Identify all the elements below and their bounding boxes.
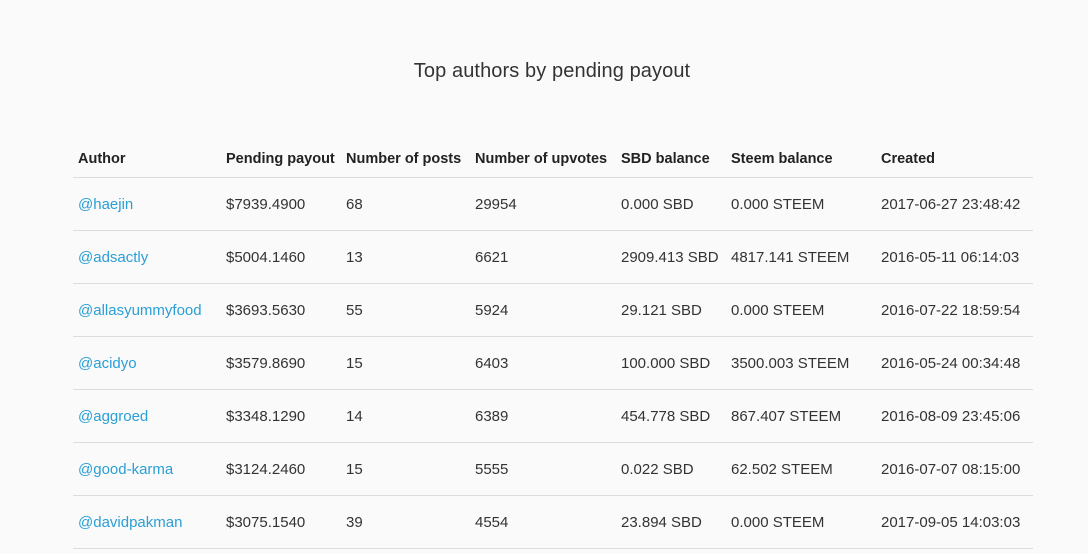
number-of-upvotes-cell: 5555: [470, 442, 616, 496]
table-row: @haejin $7939.4900 68 29954 0.000 SBD 0.…: [73, 177, 1033, 231]
steem-balance-cell: 62.502 STEEM: [726, 442, 876, 496]
number-of-posts-cell: 68: [341, 177, 470, 231]
column-header-created: Created: [876, 140, 1033, 178]
table-row: @allasyummyfood $3693.5630 55 5924 29.12…: [73, 283, 1033, 337]
number-of-upvotes-cell: 6403: [470, 336, 616, 390]
sbd-balance-cell: 0.022 SBD: [616, 442, 726, 496]
sbd-balance-cell: 454.778 SBD: [616, 389, 726, 443]
created-cell: 2016-07-22 18:59:54: [876, 283, 1033, 337]
number-of-posts-cell: 14: [341, 389, 470, 443]
number-of-upvotes-cell: 6621: [470, 230, 616, 284]
number-of-posts-cell: 55: [341, 283, 470, 337]
steem-balance-cell: 3500.003 STEEM: [726, 336, 876, 390]
author-cell: @aggroed: [73, 389, 221, 443]
created-cell: 2016-07-07 08:15:00: [876, 442, 1033, 496]
steem-balance-cell: 0.000 STEEM: [726, 177, 876, 231]
pending-payout-cell: $5004.1460: [221, 230, 341, 284]
pending-payout-cell: $3579.8690: [221, 336, 341, 390]
pending-payout-cell: $3124.2460: [221, 442, 341, 496]
pending-payout-cell: $3075.1540: [221, 495, 341, 549]
number-of-posts-cell: 15: [341, 442, 470, 496]
number-of-posts-cell: 15: [341, 336, 470, 390]
author-cell: @haejin: [73, 177, 221, 231]
table-row: @adsactly $5004.1460 13 6621 2909.413 SB…: [73, 230, 1033, 284]
author-link[interactable]: @acidyo: [78, 354, 137, 372]
sbd-balance-cell: 0.000 SBD: [616, 177, 726, 231]
column-header-steem-balance: Steem balance: [726, 140, 876, 178]
column-header-number-of-posts: Number of posts: [341, 140, 470, 178]
author-link[interactable]: @davidpakman: [78, 513, 183, 531]
table-header-row: Author Pending payout Number of posts Nu…: [73, 140, 1033, 178]
author-link[interactable]: @aggroed: [78, 407, 149, 425]
author-cell: @adsactly: [73, 230, 221, 284]
author-link[interactable]: @good-karma: [78, 460, 174, 478]
pending-payout-cell: $3348.1290: [221, 389, 341, 443]
number-of-posts-cell: 39: [341, 495, 470, 549]
steem-balance-cell: 4817.141 STEEM: [726, 230, 876, 284]
created-cell: 2016-05-24 00:34:48: [876, 336, 1033, 390]
created-cell: 2017-06-27 23:48:42: [876, 177, 1033, 231]
column-header-pending-payout: Pending payout: [221, 140, 341, 178]
steem-balance-cell: 0.000 STEEM: [726, 283, 876, 337]
author-cell: @acidyo: [73, 336, 221, 390]
created-cell: 2016-05-11 06:14:03: [876, 230, 1033, 284]
column-header-sbd-balance: SBD balance: [616, 140, 726, 178]
number-of-upvotes-cell: 6389: [470, 389, 616, 443]
author-cell: @good-karma: [73, 442, 221, 496]
created-cell: 2016-08-09 23:45:06: [876, 389, 1033, 443]
sbd-balance-cell: 29.121 SBD: [616, 283, 726, 337]
pending-payout-cell: $7939.4900: [221, 177, 341, 231]
authors-table: Author Pending payout Number of posts Nu…: [73, 140, 1033, 549]
steem-balance-cell: 0.000 STEEM: [726, 495, 876, 549]
sbd-balance-cell: 100.000 SBD: [616, 336, 726, 390]
table-row: @acidyo $3579.8690 15 6403 100.000 SBD 3…: [73, 336, 1033, 390]
column-header-number-of-upvotes: Number of upvotes: [470, 140, 616, 178]
pending-payout-cell: $3693.5630: [221, 283, 341, 337]
table-row: @good-karma $3124.2460 15 5555 0.022 SBD…: [73, 442, 1033, 496]
table-row: @davidpakman $3075.1540 39 4554 23.894 S…: [73, 495, 1033, 549]
author-link[interactable]: @adsactly: [78, 248, 149, 266]
number-of-upvotes-cell: 5924: [470, 283, 616, 337]
sbd-balance-cell: 23.894 SBD: [616, 495, 726, 549]
table-row: @aggroed $3348.1290 14 6389 454.778 SBD …: [73, 389, 1033, 443]
number-of-posts-cell: 13: [341, 230, 470, 284]
author-cell: @davidpakman: [73, 495, 221, 549]
number-of-upvotes-cell: 29954: [470, 177, 616, 231]
created-cell: 2017-09-05 14:03:03: [876, 495, 1033, 549]
sbd-balance-cell: 2909.413 SBD: [616, 230, 726, 284]
author-cell: @allasyummyfood: [73, 283, 221, 337]
page-title: Top authors by pending payout: [413, 60, 691, 82]
author-link[interactable]: @allasyummyfood: [78, 301, 202, 319]
column-header-author: Author: [73, 140, 221, 178]
steem-balance-cell: 867.407 STEEM: [726, 389, 876, 443]
author-link[interactable]: @haejin: [78, 195, 134, 213]
number-of-upvotes-cell: 4554: [470, 495, 616, 549]
